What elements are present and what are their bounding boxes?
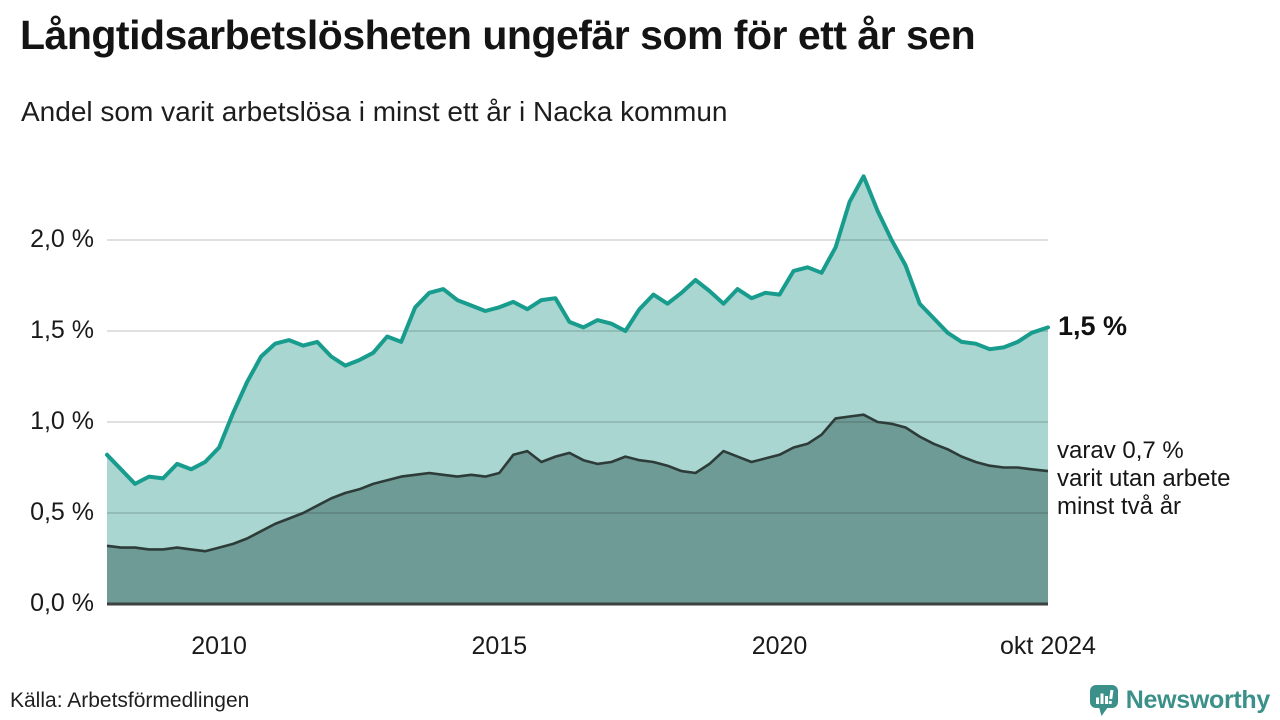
varav-line-3: minst två år bbox=[1057, 493, 1182, 520]
y-axis-tick: 2,0 % bbox=[30, 225, 94, 253]
area-two-years bbox=[107, 414, 1048, 604]
newsworthy-logo: Newsworthy bbox=[1089, 684, 1270, 717]
x-axis-tick: 2015 bbox=[471, 632, 528, 660]
y-axis-tick: 1,5 % bbox=[30, 316, 94, 344]
y-axis-tick: 1,0 % bbox=[30, 407, 94, 435]
y-axis-tick: 0,5 % bbox=[30, 498, 94, 526]
varav-line-1: varav 0,7 % bbox=[1057, 437, 1184, 464]
newsworthy-wordmark: Newsworthy bbox=[1125, 686, 1271, 714]
series-end-label-total: 1,5 % bbox=[1058, 311, 1128, 341]
page-title: Långtidsarbetslösheten ungefär som för e… bbox=[20, 12, 976, 58]
x-axis-tick: okt 2024 bbox=[1000, 632, 1096, 660]
varav-line-2: varit utan arbete bbox=[1057, 465, 1231, 492]
line-total bbox=[105, 174, 1050, 486]
source-credit: Källa: Arbetsförmedlingen bbox=[10, 689, 250, 712]
newsworthy-icon bbox=[1089, 685, 1118, 716]
series-end-label-two-years: varav 0,7 % varit utan arbete minst två … bbox=[1057, 437, 1230, 521]
line-two-years bbox=[106, 413, 1049, 553]
x-axis-tick: 2020 bbox=[751, 632, 808, 660]
page-subtitle: Andel som varit arbetslösa i minst ett å… bbox=[21, 96, 728, 127]
y-axis-tick: 0,0 % bbox=[30, 589, 94, 617]
x-axis-tick: 2010 bbox=[191, 632, 247, 660]
